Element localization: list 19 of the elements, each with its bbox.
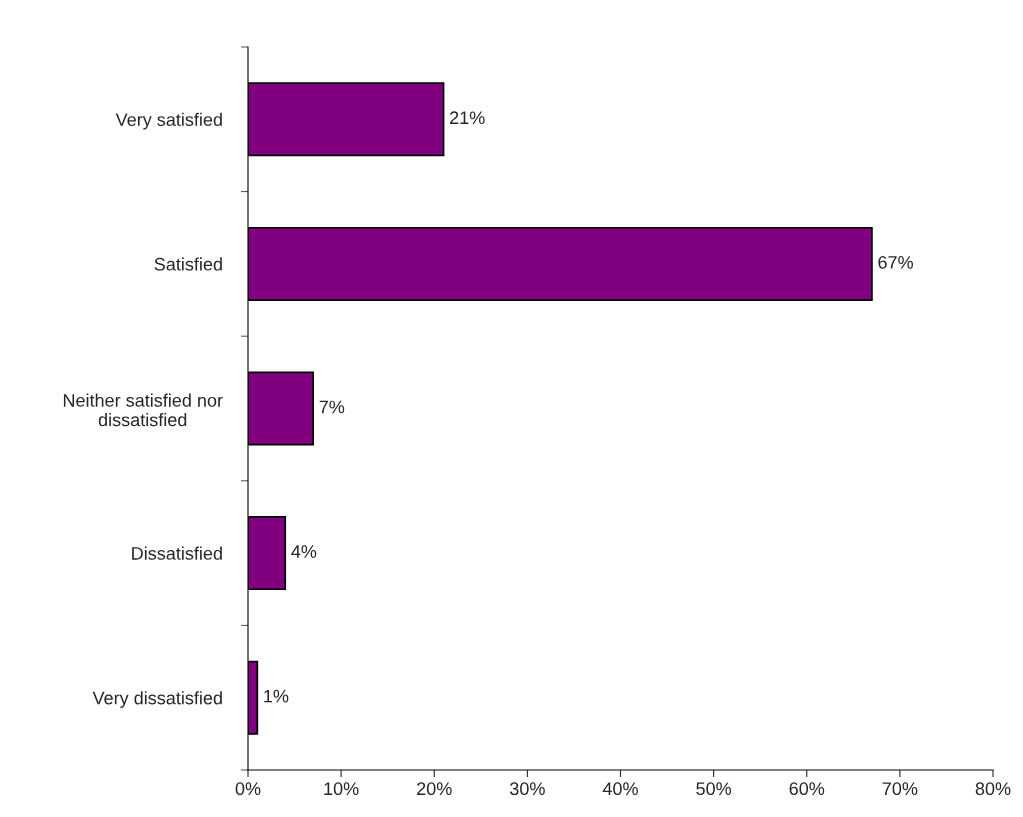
x-tick-label: 20% <box>417 782 452 796</box>
data-label: 67% <box>878 255 913 269</box>
y-tick-label: Very dissatisfied <box>92 691 222 708</box>
x-tick-label: 50% <box>696 782 732 796</box>
x-tick-label: 30% <box>510 782 545 796</box>
x-tick-label: 40% <box>602 782 638 796</box>
x-tick-label: 80% <box>975 782 1011 796</box>
x-tick-label: 60% <box>789 782 825 796</box>
y-tick-label: Dissatisfied <box>132 546 222 560</box>
data-label: 4% <box>291 545 317 558</box>
y-tick-label: Satisfied <box>154 257 222 271</box>
data-label: 1% <box>264 689 289 703</box>
data-label: 21% <box>450 111 485 125</box>
y-tick-label: Very satisfied <box>115 112 222 130</box>
x-tick-label: 0% <box>235 782 261 796</box>
x-tick-label: 10% <box>324 782 359 796</box>
y-tick-label: Neither satisfied nor dissatisfied <box>63 393 223 427</box>
x-tick-label: 70% <box>882 782 918 796</box>
data-label: 7% <box>319 400 345 414</box>
